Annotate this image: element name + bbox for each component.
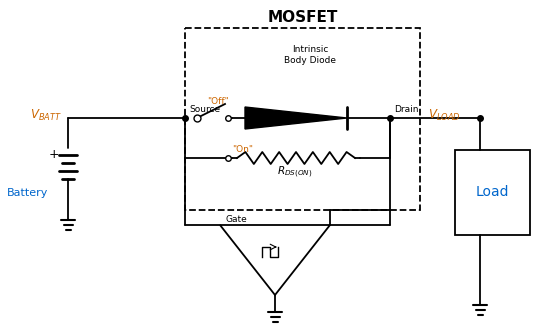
- Text: "Off": "Off": [207, 96, 229, 106]
- Text: Battery: Battery: [7, 188, 48, 198]
- Text: $V_{LOAD}$: $V_{LOAD}$: [428, 108, 461, 122]
- Text: Drain: Drain: [394, 106, 418, 115]
- Text: "On": "On": [232, 146, 253, 154]
- Text: $V_{BATT}$: $V_{BATT}$: [30, 108, 62, 122]
- Text: Source: Source: [189, 106, 220, 115]
- Bar: [455, 150, 530, 235]
- Text: Load: Load: [476, 185, 509, 200]
- Text: $R_{DS(ON)}$: $R_{DS(ON)}$: [277, 164, 313, 180]
- Text: Gate: Gate: [225, 214, 247, 223]
- Text: Intrinsic
Body Diode: Intrinsic Body Diode: [284, 45, 336, 65]
- Text: +: +: [49, 148, 59, 161]
- Text: MOSFET: MOSFET: [268, 11, 338, 25]
- Polygon shape: [220, 225, 330, 295]
- Bar: [185, 28, 420, 210]
- Polygon shape: [245, 107, 347, 129]
